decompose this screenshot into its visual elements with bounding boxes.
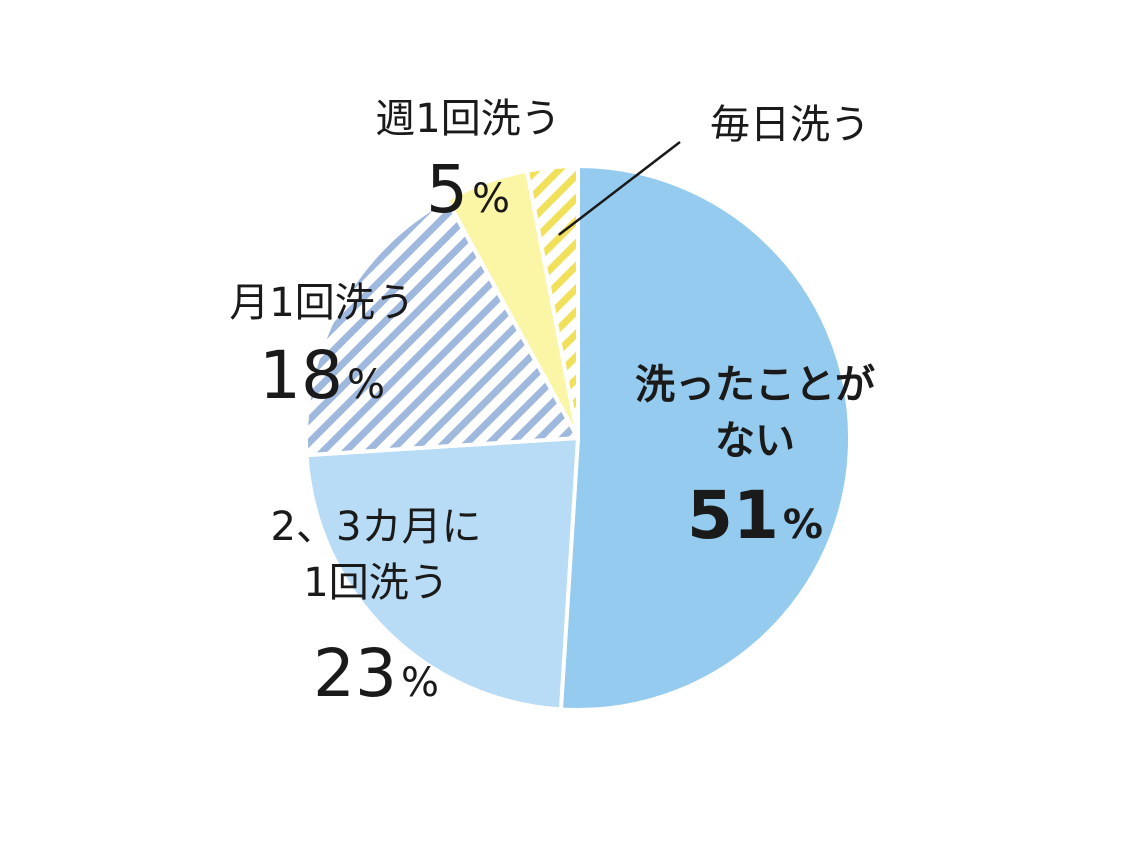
pie-slice (558, 164, 853, 712)
pie-slice (304, 436, 580, 712)
slice-label: 洗ったことが (635, 362, 875, 408)
slice-label: 1回洗う (303, 560, 448, 606)
slice-label: 月1回洗う (229, 280, 414, 326)
slice-label: 週1回洗う (375, 96, 560, 142)
slice-label: 毎日洗う (710, 102, 870, 148)
leader-lines (558, 141, 681, 236)
slice-label: ない (715, 418, 795, 464)
pie-slice (304, 197, 580, 458)
pie-slice (525, 164, 580, 440)
slice-percent: 23% (313, 635, 439, 712)
pie-slices (304, 164, 853, 712)
slice-label: 2、3カ月に (271, 504, 482, 550)
slice-percent: 5% (426, 151, 510, 228)
leader-line (558, 141, 681, 236)
slice-percent: 18% (259, 337, 385, 414)
slice-percent: 51% (687, 477, 823, 554)
